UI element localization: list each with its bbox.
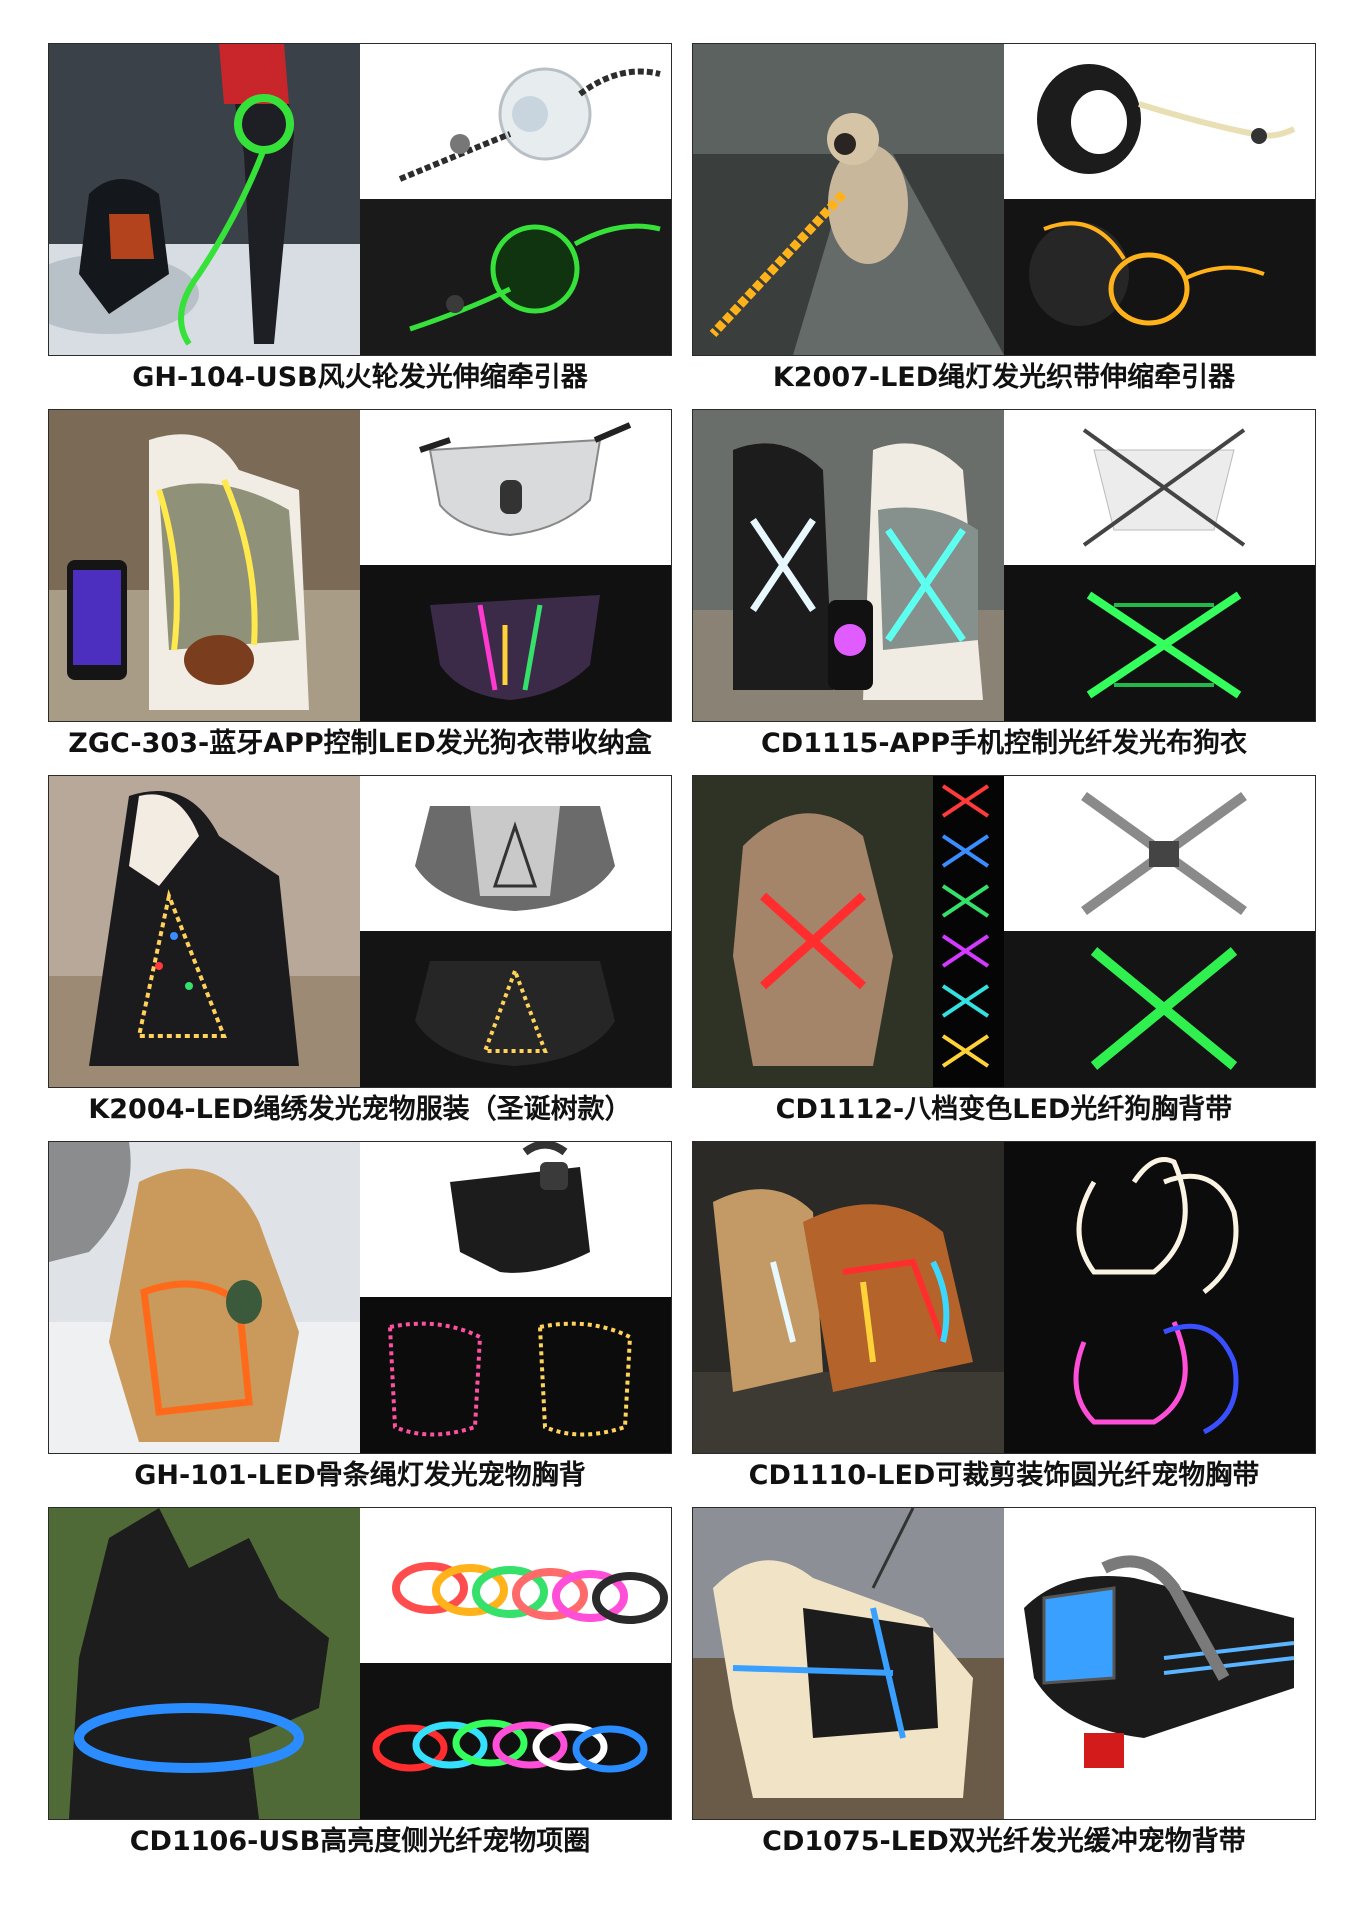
product-photo-night xyxy=(360,1663,671,1819)
product-photo-day xyxy=(360,1508,671,1663)
lifestyle-photo xyxy=(49,1142,360,1453)
product-image-panel xyxy=(692,1141,1316,1454)
product-caption: CD1112-八档变色LED光纤狗胸背带 xyxy=(775,1094,1233,1125)
product-photo-night xyxy=(1004,199,1315,355)
lifestyle-photo xyxy=(693,1142,1004,1453)
product-caption: K2007-LED绳灯发光织带伸缩牵引器 xyxy=(772,362,1236,393)
product-image-panel xyxy=(48,775,672,1088)
product-caption: CD1075-LED双光纤发光缓冲宠物背带 xyxy=(762,1826,1246,1857)
product-image-panel xyxy=(48,1507,672,1820)
lifestyle-photo xyxy=(693,44,1004,355)
lifestyle-photo xyxy=(49,410,360,721)
product-photo-night xyxy=(360,565,671,721)
product-image-panel xyxy=(692,43,1316,356)
product-photo-night xyxy=(1004,1142,1315,1453)
product-photo-night xyxy=(360,199,671,355)
product-photo-night xyxy=(1004,931,1315,1087)
lifestyle-photo xyxy=(49,776,360,1087)
product-caption: GH-104-USB风火轮发光伸缩牵引器 xyxy=(132,362,588,393)
product-photo-night xyxy=(360,1297,671,1453)
product-caption: ZGC-303-蓝牙APP控制LED发光狗衣带收纳盒 xyxy=(68,728,652,759)
product-caption: CD1110-LED可裁剪装饰圆光纤宠物胸带 xyxy=(748,1460,1260,1491)
product-photo-day xyxy=(360,776,671,931)
product-image-panel xyxy=(48,409,672,722)
product-caption: K2004-LED绳绣发光宠物服装（圣诞树款） xyxy=(88,1094,632,1125)
product-image-panel xyxy=(692,409,1316,722)
product-photo-day xyxy=(1004,44,1315,199)
product-photo-day xyxy=(360,1142,671,1297)
product-caption: CD1115-APP手机控制光纤发光布狗衣 xyxy=(760,728,1248,759)
product-photo-day xyxy=(1004,776,1315,931)
product-image-panel xyxy=(692,775,1316,1088)
product-photo-night xyxy=(360,931,671,1087)
product-photo-day xyxy=(360,410,671,565)
lifestyle-photo xyxy=(693,1508,1004,1819)
lifestyle-photo xyxy=(49,1508,360,1819)
product-caption: GH-101-LED骨条绳灯发光宠物胸背 xyxy=(134,1460,586,1491)
product-photo-night xyxy=(1004,565,1315,721)
product-photo-day xyxy=(1004,410,1315,565)
product-caption: CD1106-USB高亮度侧光纤宠物项圈 xyxy=(129,1826,591,1857)
lifestyle-photo xyxy=(693,776,1004,1087)
product-photo-day xyxy=(1004,1508,1315,1819)
lifestyle-photo xyxy=(693,410,1004,721)
product-image-panel xyxy=(48,1141,672,1454)
product-image-panel xyxy=(48,43,672,356)
product-image-panel xyxy=(692,1507,1316,1820)
lifestyle-photo xyxy=(49,44,360,355)
product-photo-day xyxy=(360,44,671,199)
